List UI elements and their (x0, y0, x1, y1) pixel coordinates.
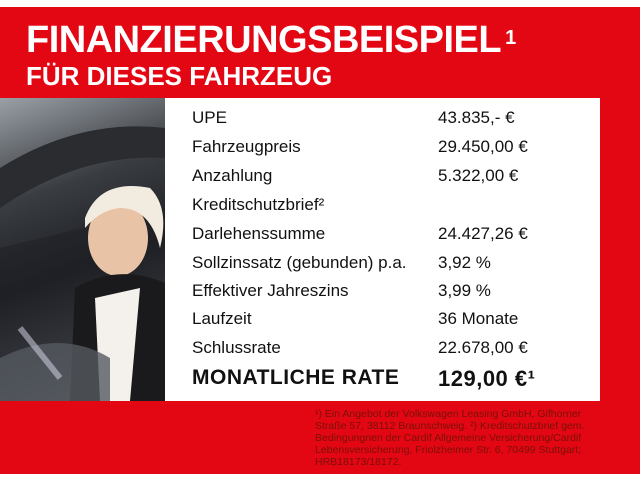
row-label: Anzahlung (192, 166, 273, 185)
row-label: Schlussrate (192, 338, 281, 357)
table-row: Sollzinssatz (gebunden) p.a. 3,92 % (192, 253, 491, 273)
row-value: 36 Monate (438, 309, 519, 328)
table-row: Fahrzeugpreis 29.450,00 € (192, 137, 528, 157)
row-label: Fahrzeugpreis (192, 137, 301, 156)
row-label: Effektiver Jahreszins (192, 281, 349, 300)
row-value: 5.322,00 € (438, 166, 519, 185)
page-subtitle: FÜR DIESES FAHRZEUG (26, 61, 333, 91)
row-label: Kreditschutzbrief² (192, 195, 325, 214)
table-row: UPE 43.835,- € (192, 108, 515, 128)
row-value: 24.427,26 € (438, 224, 528, 243)
row-label: UPE (192, 108, 227, 127)
monthly-rate-label: MONATLICHE RATE (192, 366, 400, 389)
table-row: Laufzeit 36 Monate (192, 309, 518, 329)
row-value: 3,99 % (438, 281, 491, 300)
financing-table: UPE 43.835,- € Fahrzeugpreis 29.450,00 € A… (165, 98, 600, 401)
photo-illustration (0, 126, 165, 401)
title-footnote-mark: 1 (505, 27, 516, 49)
footnote: ¹) Ein Angebot der Volkswagen Leasing Gm… (315, 408, 585, 468)
row-label: Sollzinssatz (gebunden) p.a. (192, 253, 407, 272)
row-value: 3,92 % (438, 253, 491, 272)
table-row: Schlussrate 22.678,00 € (192, 338, 528, 358)
table-row: Kreditschutzbrief² (192, 195, 324, 215)
row-value: 43.835,- € (438, 108, 515, 127)
page-title: FINANZIERUNGSBEISPIEL 1 (26, 20, 516, 60)
row-label: Laufzeit (192, 309, 252, 328)
monthly-rate-row: MONATLICHE RATE 129,00 €¹ (192, 366, 535, 391)
row-label: Darlehenssumme (192, 224, 326, 243)
monthly-rate-value: 129,00 €¹ (438, 366, 536, 391)
row-value: 29.450,00 € (438, 137, 528, 156)
woman-in-car-photo (0, 98, 165, 401)
title-text: FINANZIERUNGSBEISPIEL (26, 19, 502, 61)
table-row: Darlehenssumme 24.427,26 € (192, 224, 528, 244)
row-value: 22.678,00 € (438, 338, 528, 357)
table-row: Effektiver Jahreszins 3,99 % (192, 281, 491, 301)
table-row: Anzahlung 5.322,00 € (192, 166, 518, 186)
